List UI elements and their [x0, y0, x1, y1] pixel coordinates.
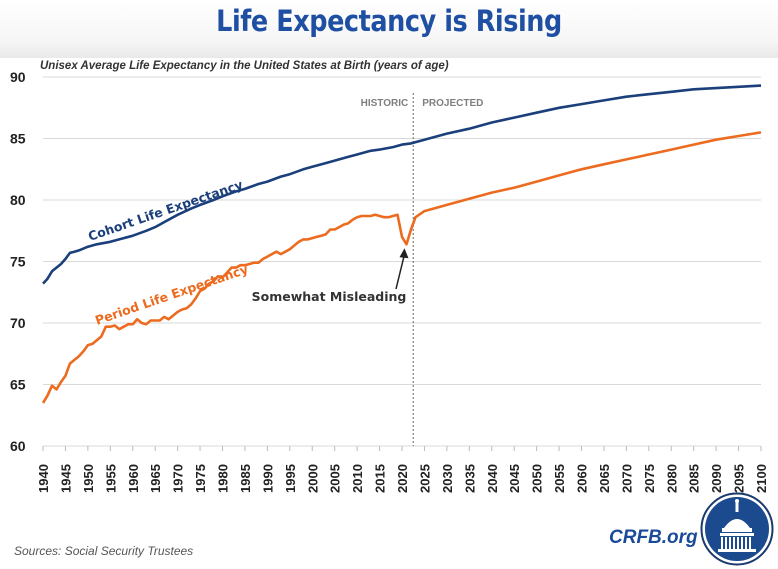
chart-subtitle: Unisex Average Life Expectancy in the Un… [40, 60, 449, 72]
y-tick-label: 65 [10, 377, 26, 393]
x-tick-label: 2010 [350, 464, 365, 493]
x-tick-label: 2065 [597, 464, 612, 493]
source-note: Sources: Social Security Trustees [14, 544, 194, 558]
y-tick-label: 85 [10, 131, 26, 147]
x-tick-label: 1950 [81, 464, 96, 493]
x-tick-label: 2095 [732, 464, 747, 493]
capitol-dome-icon [700, 492, 774, 566]
y-tick-label: 90 [10, 69, 26, 85]
x-tick-label: 2015 [373, 464, 388, 493]
y-tick-label: 60 [10, 438, 26, 454]
series-line-period [41, 131, 762, 404]
y-tick-label: 75 [10, 254, 26, 270]
series-lines [41, 84, 762, 404]
x-tick-label: 1945 [58, 464, 73, 493]
annotation-arrow [395, 254, 406, 290]
x-tick-label: 2050 [530, 464, 545, 493]
x-tick-label: 2055 [552, 464, 567, 493]
historic-label: HISTORIC [361, 98, 409, 109]
x-tick-label: 1990 [260, 464, 275, 493]
title-banner: Life Expectancy is Rising [0, 0, 778, 58]
x-tick-label: 2020 [395, 464, 410, 493]
x-tick-label: 1955 [103, 464, 118, 493]
x-tick-label: 1940 [36, 464, 51, 493]
x-tick-label: 2100 [754, 464, 769, 493]
x-tick-label: 2030 [440, 464, 455, 493]
x-tick-label: 1980 [216, 464, 231, 493]
cohort-series-label: Cohort Life Expectancy [86, 177, 245, 244]
x-tick-label: 2025 [417, 464, 432, 493]
x-tick-label: 2075 [642, 464, 657, 493]
x-tick-label: 2090 [709, 464, 724, 493]
y-axis-ticks: 60 65 70 75 80 85 90 [10, 69, 26, 454]
x-tick-label: 1975 [193, 464, 208, 493]
x-tick-label: 2040 [485, 464, 500, 493]
page-title: Life Expectancy is Rising [216, 4, 562, 38]
x-tick-label: 1970 [171, 464, 186, 493]
x-tick-label: 2035 [462, 464, 477, 493]
x-tick-label: 2045 [507, 464, 522, 493]
x-tick-label: 2080 [664, 464, 679, 493]
x-tick-label: 2005 [328, 464, 343, 493]
y-tick-label: 70 [10, 315, 26, 331]
series-line-cohort [42, 84, 762, 285]
brand-link[interactable]: CRFB.org [609, 527, 698, 548]
annotation-text: Somewhat Misleading [252, 289, 407, 304]
x-axis: 1940 1945 1950 1955 1960 1965 1970 1975 1980 1985… [36, 445, 769, 493]
projected-label: PROJECTED [422, 98, 483, 109]
x-tick-label: 2000 [305, 464, 320, 493]
y-tick-label: 80 [10, 192, 26, 208]
x-tick-label: 1965 [148, 464, 163, 493]
x-tick-label: 1995 [283, 464, 298, 493]
x-tick-label: 1985 [238, 464, 253, 493]
x-tick-label: 2070 [619, 464, 634, 493]
x-tick-label: 1960 [126, 464, 141, 493]
x-tick-label: 2060 [575, 464, 590, 493]
x-tick-label: 2085 [687, 464, 702, 493]
annotation-arrowhead [399, 248, 409, 259]
